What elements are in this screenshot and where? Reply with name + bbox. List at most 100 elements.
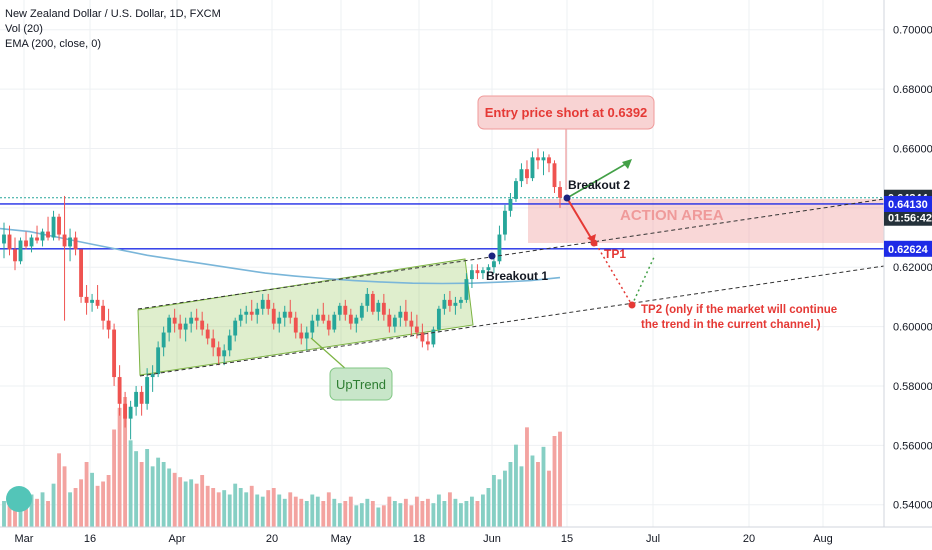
volume-bar: [150, 466, 155, 527]
volume-bar: [40, 492, 45, 527]
time-tick-label: Mar: [15, 533, 34, 545]
candle-body: [414, 326, 419, 333]
volume-bar: [469, 496, 474, 527]
candle-body: [51, 216, 56, 238]
candle-body: [409, 320, 414, 327]
volume-bar: [458, 503, 463, 527]
candle-body: [348, 314, 353, 324]
candle-body: [40, 231, 45, 241]
long-arrow-head: [622, 159, 632, 169]
candle-body: [117, 377, 122, 404]
volume-bar: [68, 492, 72, 527]
price-label: 01:56:42: [888, 213, 932, 225]
candle-body: [150, 374, 155, 378]
volume-bar: [200, 475, 205, 527]
legend-symbol: New Zealand Dollar / U.S. Dollar, 1D, FX…: [5, 8, 221, 20]
volume-bar: [128, 440, 133, 527]
candle-body: [139, 391, 144, 404]
volume-bar: [326, 492, 331, 527]
candle-body: [370, 293, 375, 312]
volume-bar: [249, 485, 254, 527]
volume-bar: [310, 494, 315, 527]
candle-body: [558, 187, 562, 198]
candle-body: [277, 317, 282, 324]
volume-bar: [464, 501, 469, 527]
candle-body: [35, 237, 39, 241]
volume-bar: [337, 503, 342, 527]
chart-grid: [0, 0, 884, 527]
volume-bar: [46, 501, 50, 527]
candle-body: [249, 311, 254, 315]
candle-body: [183, 323, 188, 330]
volume-bar: [139, 462, 144, 527]
price-label-bg: [884, 240, 932, 257]
volume-bar: [117, 407, 122, 527]
volume-bar: [536, 462, 540, 527]
volume-bar: [519, 466, 524, 527]
volume-bar: [29, 494, 34, 527]
time-tick-label: 16: [84, 533, 96, 545]
volume-bar: [387, 496, 392, 527]
volume-bar: [492, 475, 496, 527]
volume-bar: [293, 496, 298, 527]
tp2-dotted-path: [595, 243, 633, 306]
volume-bar: [453, 498, 458, 527]
candle-body: [255, 308, 260, 315]
candle-body: [101, 305, 106, 321]
price-tick-label: 0.68000: [893, 84, 932, 96]
volume-bar: [194, 483, 199, 527]
candle-body: [227, 335, 232, 351]
candle-body: [525, 169, 529, 179]
candle-body: [536, 157, 540, 161]
volume-bar: [178, 477, 183, 527]
volume-bar: [244, 492, 249, 527]
volume-bar: [13, 498, 17, 527]
volume-bars: [2, 397, 562, 527]
volume-bar: [370, 501, 375, 527]
candle-body: [288, 311, 293, 318]
tradingview-logo-icon[interactable]: [6, 486, 32, 512]
candle-body: [134, 391, 139, 407]
volume-bar: [238, 488, 243, 527]
volume-bar: [436, 494, 441, 527]
time-tick-label: Aug: [813, 533, 833, 545]
volume-bar: [332, 498, 337, 527]
candle-body: [343, 305, 348, 315]
annotation-action-area: ACTION AREA: [620, 207, 724, 224]
candle-body: [431, 329, 436, 345]
candle-body: [469, 270, 474, 280]
time-axis-bg: [0, 527, 932, 550]
candle-body: [436, 308, 441, 330]
volume-bar: [442, 501, 447, 527]
annotation-tp2-only-if-the-market-will-continue: TP2 (only if the market will continue: [641, 304, 837, 316]
candle-body: [337, 305, 342, 315]
candle-body: [161, 332, 166, 348]
candle-body: [326, 320, 331, 330]
volume-bar: [420, 501, 425, 527]
volume-bar: [414, 496, 419, 527]
candle-body: [222, 350, 227, 357]
price-tick-label: 0.62000: [893, 262, 932, 274]
volume-bar: [354, 505, 359, 527]
tp2-dot: [628, 301, 636, 309]
volume-bar: [403, 498, 408, 527]
volume-bar: [183, 481, 188, 527]
volume-bar: [167, 468, 172, 527]
candle-body: [541, 157, 546, 161]
candle-body: [365, 293, 370, 306]
candle-body: [200, 320, 205, 330]
candle-body: [453, 302, 458, 306]
volume-bar: [222, 490, 227, 527]
volume-bar: [277, 494, 282, 527]
price-tick-label: 0.70000: [893, 25, 932, 37]
volume-bar: [447, 492, 452, 527]
candle-body: [95, 299, 100, 306]
candle-body: [233, 320, 238, 336]
candle-body: [68, 237, 72, 247]
candles: [2, 148, 562, 440]
volume-bar: [552, 436, 557, 527]
volume-bar: [101, 481, 106, 527]
candle-body: [73, 237, 78, 250]
volume-bar: [497, 479, 502, 527]
